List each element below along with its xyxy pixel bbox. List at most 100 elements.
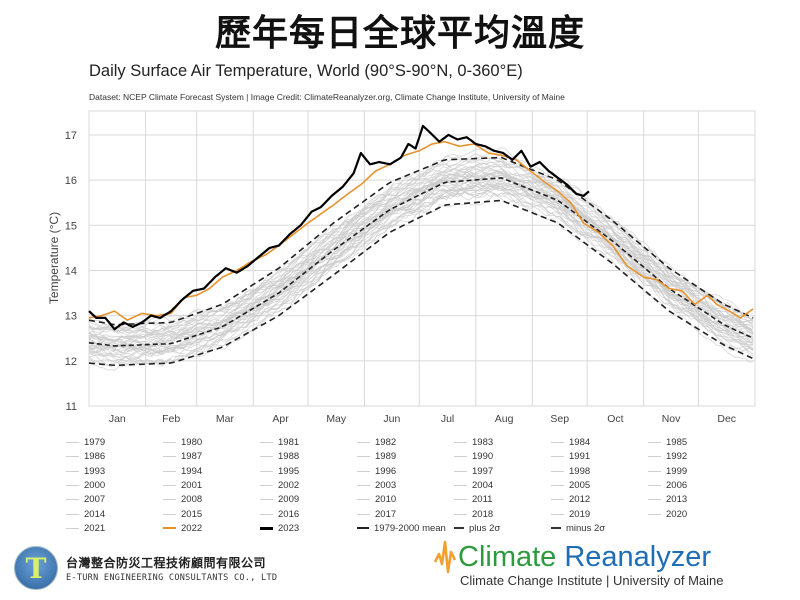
series-line-1992 — [88, 183, 754, 356]
historic-years-lines — [88, 147, 754, 371]
brand-climate: Climate — [458, 540, 557, 573]
series-line-1979-2000-mean — [88, 177, 754, 347]
company-block: T 台灣整合防災工程技術顧問有限公司 E-TURN ENGINEERING CO… — [14, 546, 277, 590]
legend-label: 1985 — [666, 437, 688, 448]
legend-item: 2000 — [66, 480, 105, 491]
legend-label: 1981 — [278, 437, 300, 448]
series-line-2019 — [88, 156, 754, 334]
legend-label: 1988 — [278, 451, 300, 463]
brand-subtitle: Climate Change Institute | University of… — [460, 573, 724, 588]
legend-label: 2018 — [472, 508, 494, 520]
legend-swatch — [454, 527, 464, 530]
legend-label: 1987 — [181, 451, 203, 463]
legend-label: 2003 — [375, 479, 397, 491]
series-line-2016 — [88, 161, 754, 335]
legend-label: 2007 — [84, 494, 106, 506]
legend-item: 1997 — [454, 466, 493, 477]
series-line-1993 — [88, 179, 754, 351]
legend-item: 2002 — [260, 480, 299, 491]
company-name-zh: 台灣整合防災工程技術顧問有限公司 — [66, 555, 267, 570]
company-logo: T — [14, 546, 58, 590]
legend-swatch — [551, 470, 564, 472]
legend-label: 2013 — [666, 494, 688, 506]
legend-swatch — [551, 442, 564, 443]
brand-reanalyzer: Reanalyzer — [564, 540, 711, 573]
climate-reanalyzer-logo: Climate Reanalyzer Climate Change Instit… — [434, 538, 724, 588]
legend-label: 1997 — [472, 465, 494, 477]
legend-swatch — [260, 442, 273, 443]
legend-label: 1979 — [84, 437, 106, 448]
legend-item: 1983 — [454, 437, 493, 448]
legend-swatch — [648, 513, 661, 515]
legend-item: 1979 — [66, 437, 105, 448]
x-tick-label: Mar — [216, 413, 235, 425]
x-tick-label: Feb — [162, 413, 180, 425]
legend-item: 2020 — [648, 509, 687, 520]
legend-item: 2012 — [551, 494, 590, 505]
legend-label: 1998 — [569, 465, 591, 477]
legend-swatch — [454, 442, 467, 443]
legend-item: 1994 — [163, 466, 202, 477]
legend-swatch — [66, 442, 79, 443]
legend-label: 2014 — [84, 508, 106, 520]
legend-swatch — [66, 513, 79, 515]
legend-label: 2019 — [569, 508, 591, 520]
series-line-2021 — [88, 152, 754, 330]
legend-swatch — [551, 513, 564, 515]
legend-swatch — [454, 499, 467, 501]
legend-item: 1989 — [357, 451, 396, 462]
legend-item: 2021 — [66, 523, 105, 534]
x-tick-label: Dec — [717, 413, 736, 425]
legend-item: 2018 — [454, 509, 493, 520]
legend-label: 2005 — [569, 479, 591, 491]
legend-label: 1995 — [278, 465, 300, 477]
legend-item: plus 2σ — [454, 523, 500, 534]
legend-label: 2011 — [472, 494, 493, 506]
y-tick-label: 14 — [65, 265, 77, 277]
legend-label: 1989 — [375, 451, 397, 463]
legend-item: 2004 — [454, 480, 493, 491]
series-line-2017 — [88, 164, 754, 330]
x-tick-label: Oct — [607, 413, 623, 425]
legend-swatch — [357, 527, 369, 530]
legend-item: 1981 — [260, 437, 299, 448]
axes: 11 12 13 14 15 16 17 Jan Feb Mar Apr May Jun Jul Aug Se… — [65, 130, 736, 425]
company-logo-letter: T — [25, 552, 47, 585]
legend-item: 2003 — [357, 480, 396, 491]
legend-swatch — [648, 456, 661, 458]
legend-item: 2005 — [551, 480, 590, 491]
legend-swatch — [66, 499, 79, 501]
legend-item: 1985 — [648, 437, 687, 448]
x-tick-label: Nov — [662, 413, 681, 425]
legend-label: 1979-2000 mean — [374, 522, 446, 534]
legend-label: 2017 — [375, 508, 397, 520]
legend-label: plus 2σ — [469, 522, 501, 534]
y-tick-label: 11 — [66, 401, 77, 413]
chart-subtitle: Dataset: NCEP Climate Forecast System | … — [89, 92, 565, 102]
legend-item: 1993 — [66, 466, 105, 477]
waveform-icon — [434, 540, 456, 574]
legend-label: 1986 — [84, 451, 106, 463]
legend-item: 2006 — [648, 480, 687, 491]
series-line-2015 — [88, 160, 754, 334]
legend-swatch — [648, 499, 661, 501]
y-tick-label: 13 — [65, 311, 77, 323]
legend-label: 2008 — [181, 494, 203, 506]
legend-label: 2001 — [181, 479, 203, 491]
legend-item: 1991 — [551, 451, 590, 462]
legend-item: 1984 — [551, 437, 590, 448]
legend-item: 1992 — [648, 451, 687, 462]
highlight-series — [88, 124, 754, 367]
legend-label: 2015 — [181, 508, 203, 520]
legend-item: 2023 — [260, 523, 299, 534]
legend-label: 1983 — [472, 437, 494, 448]
legend-swatch — [163, 484, 176, 486]
chart-title: Daily Surface Air Temperature, World (90… — [89, 62, 523, 80]
legend-label: 1999 — [666, 465, 688, 477]
legend-swatch — [454, 470, 467, 472]
legend-item: 2010 — [357, 494, 396, 505]
series-line-minus-2- — [88, 199, 754, 367]
legend-swatch — [357, 484, 370, 486]
legend-swatch — [66, 527, 79, 529]
x-tick-label: Apr — [272, 413, 289, 425]
